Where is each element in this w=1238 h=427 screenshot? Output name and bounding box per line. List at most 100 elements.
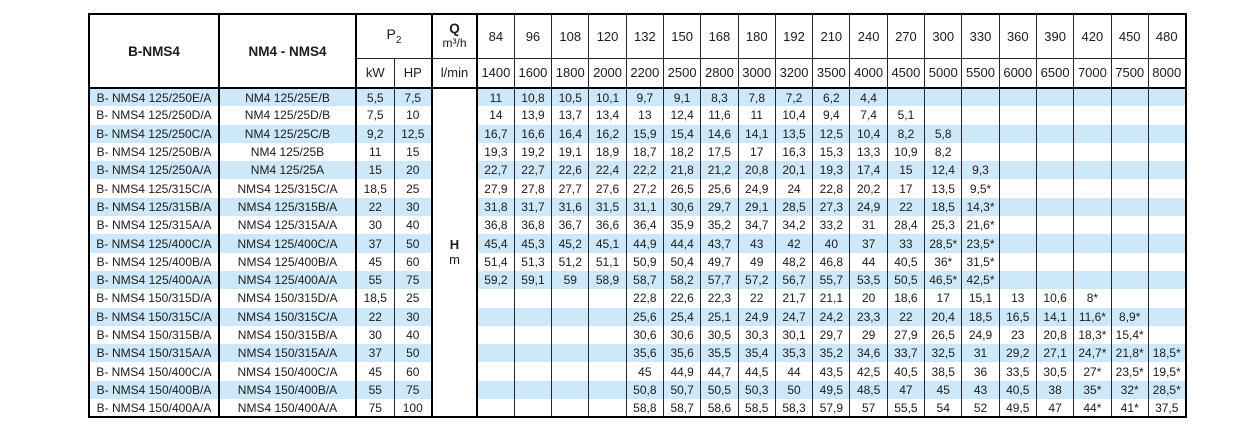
head-value-cell: 27* [1073, 362, 1112, 381]
head-value-cell [998, 161, 1037, 180]
head-value-cell: 31,5* [961, 252, 1000, 271]
head-value-cell: 14,1 [1035, 307, 1074, 326]
power-kw-cell: 37 [355, 234, 394, 253]
flow-header-lmin: 4500 [886, 58, 925, 89]
head-value-cell: 22,4 [588, 161, 627, 180]
head-value-cell: 36 [961, 362, 1000, 381]
head-value-cell: 59,2 [475, 270, 515, 290]
head-value-cell [1110, 124, 1149, 143]
head-value-cell: 32,5 [924, 344, 962, 363]
head-value-cell: 15,9 [625, 124, 664, 143]
head-value-cell: 37,5 [1147, 399, 1186, 418]
head-value-cell: 50,7 [662, 380, 701, 400]
head-value-cell: 15,4 [662, 124, 701, 143]
head-value-cell: 17 [737, 142, 776, 162]
head-value-cell: 28,5* [1147, 380, 1186, 400]
head-value-cell: 35,4 [737, 344, 776, 363]
head-value-cell: 22,7 [513, 161, 552, 180]
head-value-cell: 58,8 [625, 399, 664, 418]
head-value-cell [475, 380, 515, 400]
table-row: B- NMS4 125/250D/A NM4 125/25D/B 7,5 10 14 13… [88, 106, 1186, 125]
head-value-cell: 29 [849, 325, 888, 345]
head-value-cell: 28,5* [924, 234, 962, 253]
head-value-cell: 31,1 [625, 197, 664, 217]
head-value-cell: 45,1 [588, 234, 627, 253]
head-value-cell: 38 [1035, 380, 1074, 400]
flow-header-m3h: 240 [849, 14, 888, 59]
model-b-nms4-cell: B- NMS4 125/250E/A [88, 88, 219, 107]
head-value-cell: 58,2 [662, 270, 701, 290]
head-value-cell: 25,4 [662, 307, 701, 326]
head-value-cell: 29,7 [812, 325, 850, 345]
head-value-cell: 7,4 [849, 106, 888, 125]
head-value-cell: 15,4* [1110, 325, 1149, 345]
flow-header-lmin: 3000 [737, 58, 776, 89]
head-value-cell [588, 399, 627, 418]
header-row-2: kW HP l/min 1400 1600 1800 2000 2200 2500 2800… [89, 58, 1186, 89]
head-value-cell [551, 344, 589, 363]
head-value-cell: 30,5 [1035, 362, 1074, 381]
head-value-cell [513, 289, 552, 308]
head-value-cell [998, 124, 1037, 143]
head-value-cell [588, 325, 627, 345]
model-nm4-nms4-cell: NMS4 125/315C/A [218, 179, 356, 198]
head-value-cell: 17 [924, 289, 962, 308]
head-value-cell: 49,7 [700, 252, 739, 271]
head-value-cell [1110, 252, 1149, 271]
head-value-cell [1035, 124, 1074, 143]
model-b-nms4-cell: B- NMS4 125/250C/A [88, 124, 219, 143]
head-value-cell: 10,4 [774, 106, 813, 125]
head-value-cell: 35,6 [625, 344, 664, 363]
col-header-q: Q m³/h [431, 14, 477, 59]
head-value-cell: 15 [886, 161, 925, 180]
head-value-cell: 58,7 [662, 399, 701, 418]
head-value-cell [961, 142, 1000, 162]
head-value-cell: 9,3 [961, 161, 1000, 180]
power-hp-cell: 50 [393, 344, 432, 363]
head-value-cell [886, 88, 925, 107]
flow-header-m3h: 480 [1147, 14, 1186, 59]
head-value-cell: 20,8 [737, 161, 776, 180]
head-value-cell: 13 [998, 289, 1037, 308]
head-value-cell: 23,5* [1110, 362, 1149, 381]
head-value-cell: 5,1 [886, 106, 925, 125]
head-value-cell: 43,5 [812, 362, 850, 381]
head-value-cell: 58,3 [774, 399, 813, 418]
table-row: B- NMS4 125/315B/A NMS4 125/315B/A 22 30 31,… [88, 197, 1186, 217]
power-kw-cell: 30 [355, 325, 394, 345]
head-value-cell [1073, 106, 1112, 125]
head-value-cell: 15,3 [812, 142, 850, 162]
power-kw-cell: 55 [355, 380, 394, 400]
head-value-cell [1035, 106, 1074, 125]
model-nm4-nms4-cell: NM4 125/25A [218, 161, 356, 180]
head-value-cell: 30,6 [625, 325, 664, 345]
power-kw-cell: 22 [355, 197, 394, 217]
model-b-nms4-cell: B- NMS4 125/315B/A [88, 197, 219, 217]
head-value-cell: 10,1 [588, 88, 627, 107]
head-value-cell: 49,5 [812, 380, 850, 400]
head-value-cell [1073, 88, 1112, 107]
head-value-cell: 44 [774, 362, 813, 381]
head-value-cell: 22 [886, 307, 925, 326]
head-value-cell: 29,1 [737, 197, 776, 217]
head-value-cell: 50,4 [662, 252, 701, 271]
head-value-cell: 21,6* [961, 216, 1000, 235]
head-value-cell: 27,1 [1035, 344, 1074, 363]
head-value-cell: 36* [924, 252, 962, 271]
head-value-cell: 55,5 [886, 399, 925, 418]
power-kw-cell: 45 [355, 362, 394, 381]
head-value-cell [475, 344, 515, 363]
head-value-cell: 21,8* [1110, 344, 1149, 363]
head-value-cell: 38,5 [924, 362, 962, 381]
head-value-cell: 22 [886, 197, 925, 217]
model-nm4-nms4-cell: NMS4 150/400B/A [218, 380, 356, 400]
head-value-cell: 14 [475, 106, 515, 125]
head-value-cell: 18,5 [924, 197, 962, 217]
flow-header-lmin: 5000 [924, 58, 962, 89]
flow-header-m3h: 270 [886, 14, 925, 59]
head-value-cell: 44 [849, 252, 888, 271]
head-value-cell: 14,3* [961, 197, 1000, 217]
p2-subscript: 2 [395, 35, 402, 47]
head-value-cell: 18,9 [588, 142, 627, 162]
